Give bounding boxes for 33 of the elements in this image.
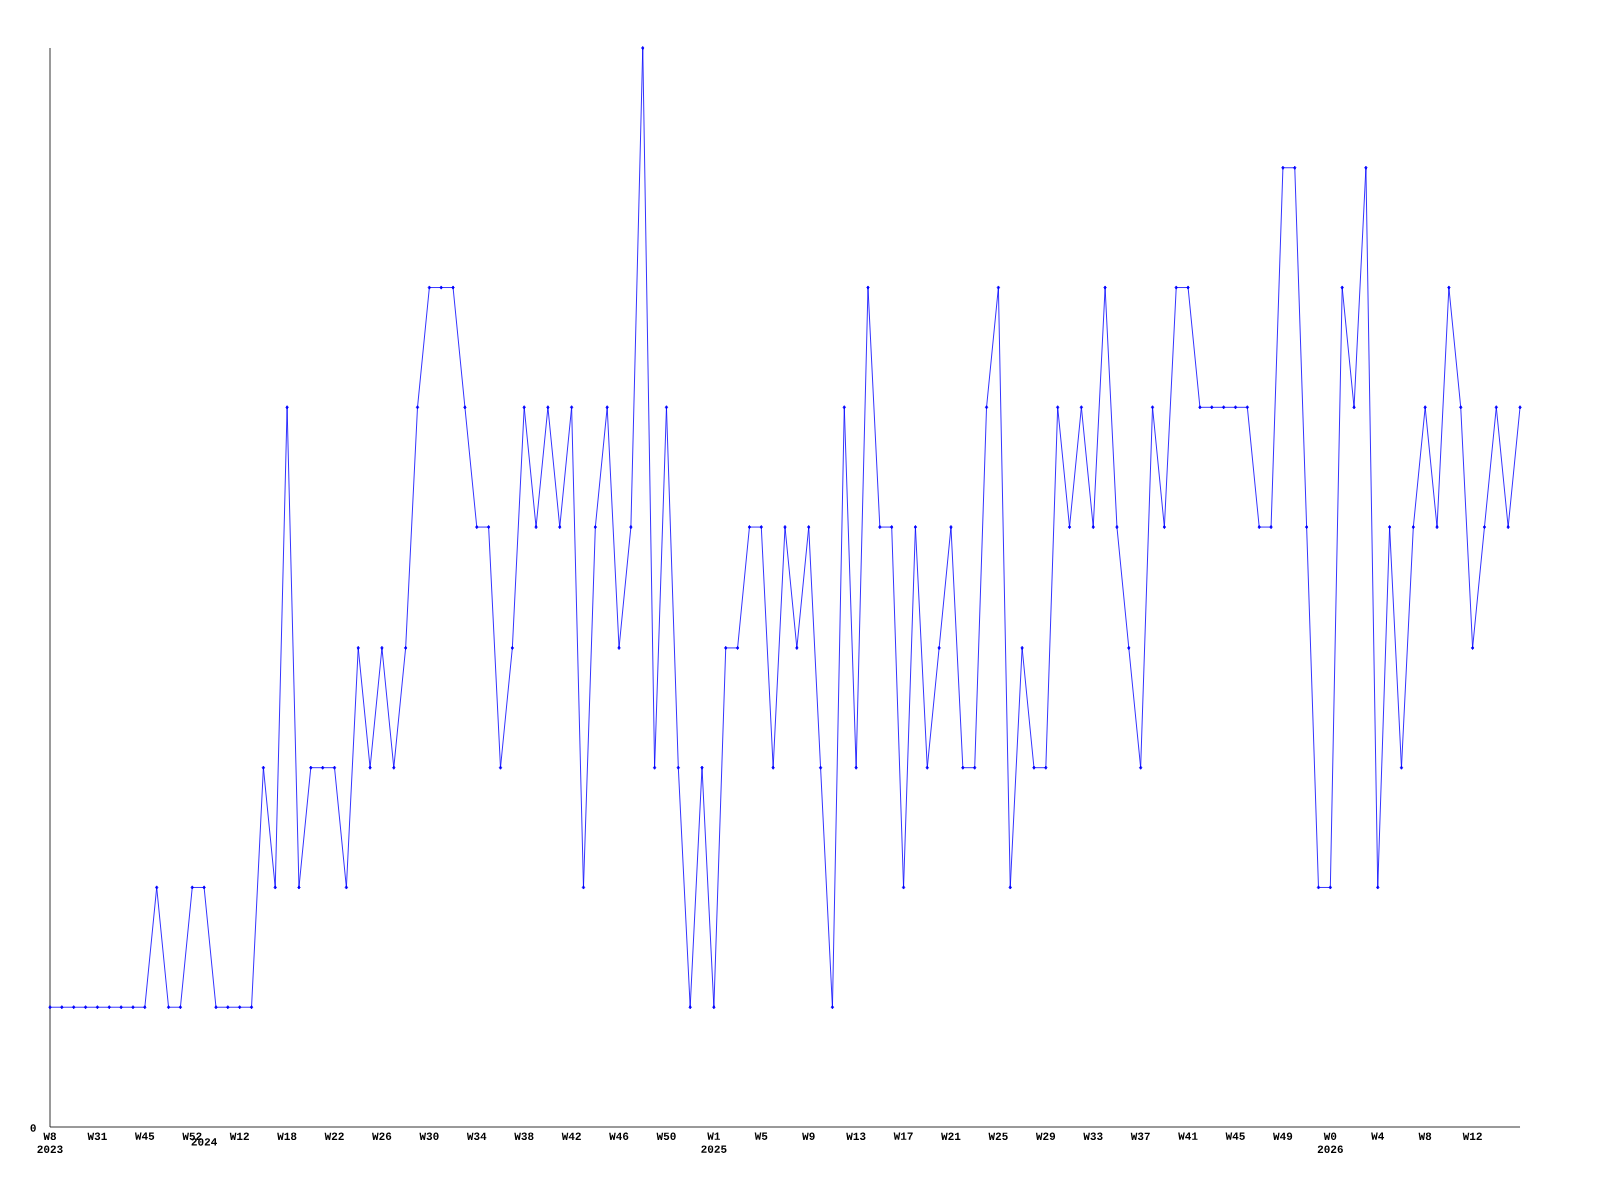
x-tick-label: W29: [1035, 1132, 1056, 1140]
x-tick-label: 2024: [191, 1138, 217, 1146]
x-tick-label: W33: [1083, 1132, 1103, 1141]
x-tick-label: W41: [1178, 1132, 1198, 1140]
x-tick-label: W46: [609, 1132, 629, 1140]
x-tick-label: W42: [561, 1132, 581, 1140]
x-tick-label: W34: [466, 1132, 487, 1141]
x-tick-label: W17: [893, 1132, 913, 1140]
x-tick-label: W9: [802, 1132, 815, 1140]
x-tick-label: W22: [324, 1132, 344, 1140]
x-tick-label: W37: [1130, 1132, 1150, 1141]
x-tick-label: W12: [229, 1132, 249, 1140]
x-tick-label: W25: [988, 1132, 1008, 1140]
x-tick-label: W8: [1418, 1132, 1432, 1140]
x-tick-label: W1 2025: [701, 1132, 727, 1153]
text: 0: [30, 1124, 36, 1132]
x-tick-label: W49: [1273, 1132, 1293, 1140]
x-tick-label: W45: [1225, 1132, 1245, 1140]
x-tick-label: W21: [941, 1132, 961, 1140]
x-tick-label: W0 2026: [1317, 1132, 1343, 1153]
x-tick-label: W4: [1371, 1132, 1385, 1140]
x-tick-label: W26: [372, 1132, 392, 1140]
x-tick-label: W5: [754, 1132, 768, 1140]
x-tick-label: W8 2023: [37, 1132, 63, 1154]
x-tick-label: W45: [134, 1132, 155, 1140]
x-tick-label: W50: [656, 1132, 676, 1140]
x-tick-label: W13: [846, 1132, 866, 1141]
x-tick-label: W52: [182, 1132, 202, 1140]
x-tick-label: W38: [514, 1132, 534, 1141]
x-tick-label: W18: [277, 1132, 297, 1140]
x-tick-label: W30: [419, 1132, 439, 1141]
x-tick-label: W12: [1462, 1132, 1482, 1140]
x-tick-label: W31: [87, 1132, 107, 1141]
